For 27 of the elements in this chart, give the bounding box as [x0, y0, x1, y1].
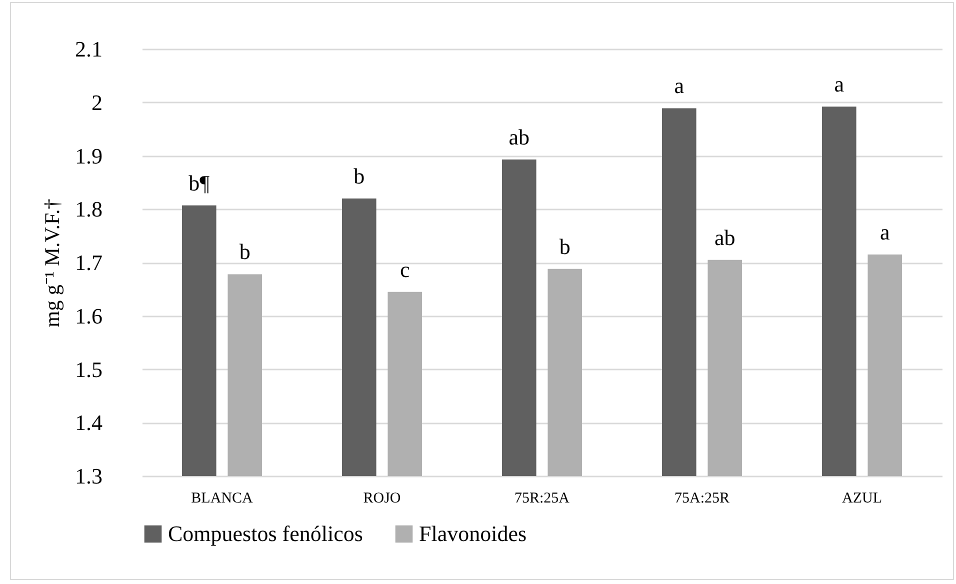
x-tick-label: 75R:25A [514, 490, 570, 506]
data-label: b [559, 234, 570, 259]
x-tick-label: 75A:25R [674, 490, 730, 506]
data-label: c [400, 256, 410, 282]
y-tick-label: 2.1 [75, 36, 102, 62]
legend-label: Flavonoides [419, 521, 527, 546]
y-tick-label: 1.7 [75, 250, 102, 275]
data-label: a [834, 72, 844, 97]
data-label: a [674, 73, 684, 98]
data-label: ab [714, 224, 736, 250]
x-tick-label: BLANCA [191, 490, 253, 506]
x-tick-label: AZUL [842, 490, 882, 506]
y-tick-label: 1.6 [75, 303, 102, 328]
x-tick-label: ROJO [363, 490, 401, 506]
y-tick-label: 1.3 [75, 464, 102, 488]
data-label: b [239, 239, 250, 264]
y-tick-label: 1.5 [75, 356, 102, 382]
data-label: b¶ [188, 170, 210, 196]
legend-label: Compuestos fenólicos [168, 521, 363, 546]
data-label: a [880, 219, 890, 244]
data-label: ab [508, 124, 530, 150]
y-tick-label: 1.8 [75, 196, 102, 222]
y-tick-label: 1.4 [75, 410, 102, 436]
y-tick-label: 1.9 [75, 143, 102, 168]
data-label: b [354, 163, 365, 188]
y-axis-title: mg g⁻¹ M.V.F.† [40, 198, 64, 328]
y-tick-label: 2 [92, 90, 102, 115]
